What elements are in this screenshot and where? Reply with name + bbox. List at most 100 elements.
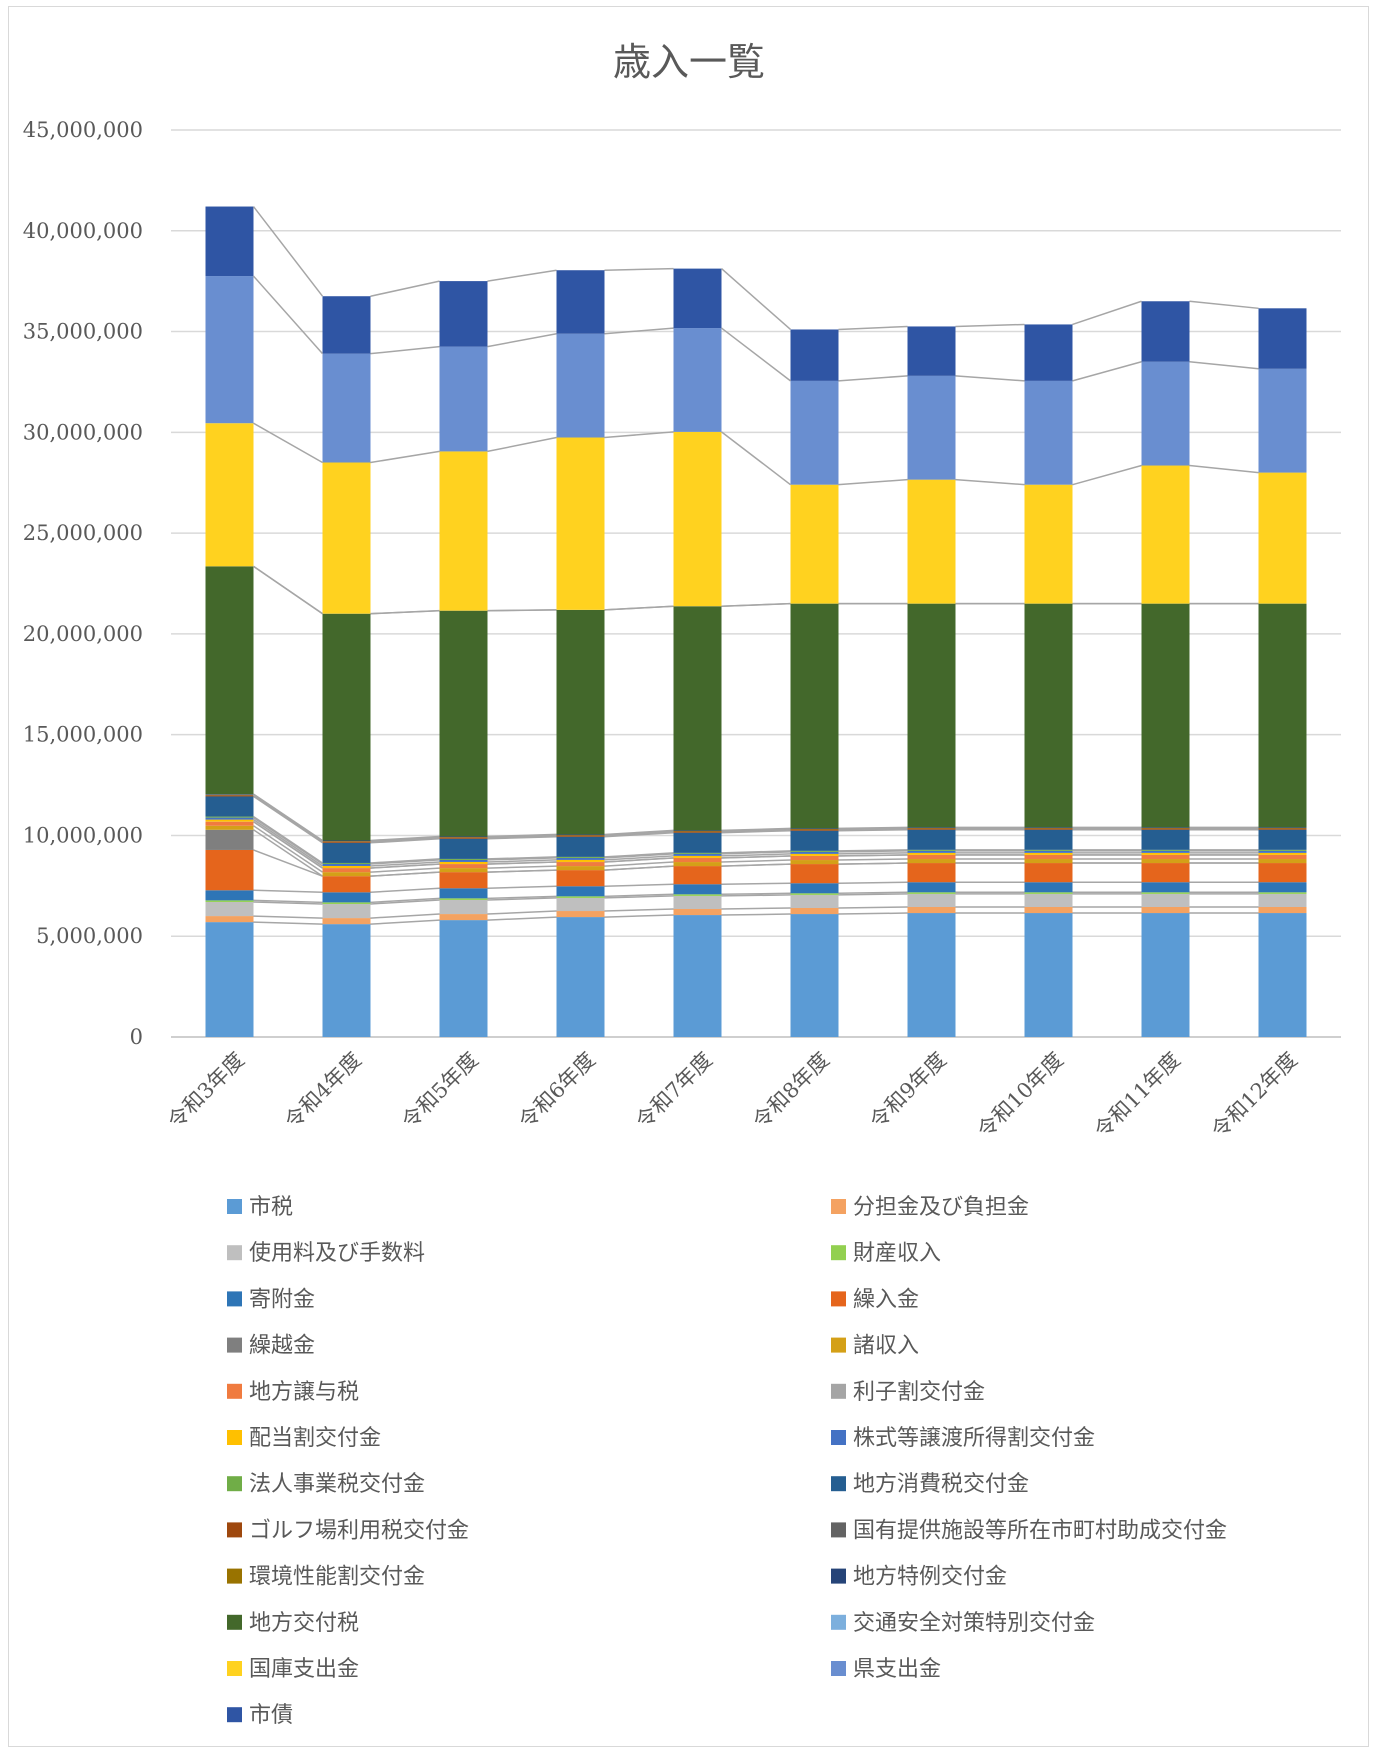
bar-segment bbox=[322, 903, 371, 919]
series-line bbox=[370, 887, 440, 894]
series-line bbox=[370, 861, 440, 867]
series-4 bbox=[205, 892, 1307, 904]
bar-segment bbox=[790, 864, 839, 884]
bar-segment bbox=[205, 825, 254, 830]
series-line bbox=[253, 901, 323, 905]
legend-label: 交通安全対策特別交付金 bbox=[853, 1611, 1095, 1636]
bar-segment bbox=[790, 894, 839, 909]
series-line bbox=[487, 910, 557, 915]
series-1 bbox=[205, 913, 1307, 1037]
series-line bbox=[253, 829, 323, 877]
bar-segment bbox=[322, 868, 371, 873]
x-axis-tick-labels: 令和3年度 令和4年度 令和5年度 令和6年度 令和7年度 令和8年度 令和9年度 令和10年… bbox=[163, 1048, 1302, 1143]
series-line bbox=[721, 892, 791, 896]
series-line bbox=[604, 865, 674, 871]
series-line bbox=[838, 893, 908, 896]
bar-segment bbox=[322, 462, 371, 614]
bar-segment bbox=[556, 270, 605, 334]
series-line bbox=[370, 838, 440, 844]
bar-segment bbox=[1024, 827, 1073, 828]
legend-swatch bbox=[831, 1291, 846, 1307]
bar-segment bbox=[205, 916, 254, 923]
bar-segment bbox=[205, 795, 254, 797]
bar-segment bbox=[556, 856, 605, 858]
bar-segment bbox=[673, 328, 722, 432]
bar-segment bbox=[205, 922, 254, 1037]
series-13 bbox=[205, 816, 1307, 864]
bar-segment bbox=[1258, 472, 1307, 604]
legend-swatch bbox=[831, 1430, 846, 1445]
series-23 bbox=[205, 206, 1307, 381]
bar-segment bbox=[322, 924, 371, 1037]
bar-segment bbox=[673, 866, 722, 885]
series-line bbox=[487, 885, 557, 890]
x-tick-label: 令和11年度 bbox=[1090, 1048, 1185, 1143]
legend-label: 地方消費税交付金 bbox=[853, 1472, 1029, 1497]
y-tick-label: 30,000,000 bbox=[23, 420, 143, 444]
series-line bbox=[487, 332, 557, 348]
bar-segment bbox=[1024, 863, 1073, 883]
bar-segment bbox=[907, 906, 956, 914]
legend-label: 繰入金 bbox=[853, 1287, 919, 1312]
bar-segment bbox=[907, 892, 956, 894]
series-line bbox=[604, 327, 674, 335]
series-line bbox=[838, 881, 908, 884]
bar-segment bbox=[205, 817, 254, 820]
bar-segment bbox=[907, 852, 956, 855]
legend-swatch bbox=[831, 1383, 846, 1399]
bar-segment bbox=[673, 853, 722, 856]
series-line bbox=[721, 851, 791, 855]
bar-segment bbox=[673, 832, 722, 853]
bar-segment bbox=[556, 834, 605, 836]
series-line bbox=[253, 889, 323, 894]
bar-segment bbox=[439, 872, 488, 889]
bar-segment bbox=[907, 850, 956, 853]
legend-item: 市税 bbox=[227, 1195, 293, 1220]
bar-segment bbox=[439, 898, 488, 900]
bar-segment bbox=[556, 859, 605, 862]
bar-segment bbox=[673, 884, 722, 895]
bar-segment bbox=[790, 860, 839, 865]
bar-segment bbox=[556, 917, 605, 1037]
bar-segment bbox=[1024, 913, 1073, 1037]
bar-segment bbox=[1141, 906, 1190, 914]
x-tick-label: 令和6年度 bbox=[514, 1048, 600, 1134]
legend-swatch bbox=[831, 1522, 846, 1538]
bar-segment bbox=[673, 606, 722, 831]
bar-segment bbox=[556, 897, 605, 912]
series-line bbox=[721, 431, 791, 486]
bar-segment bbox=[322, 840, 371, 842]
series-5 bbox=[205, 882, 1307, 903]
bar-segment bbox=[907, 893, 956, 907]
series-line bbox=[721, 853, 791, 857]
series-line bbox=[253, 818, 323, 867]
legend-swatch bbox=[227, 1291, 242, 1307]
bar-segment bbox=[790, 830, 839, 851]
bar-segment bbox=[1258, 849, 1307, 851]
series-line bbox=[370, 897, 440, 904]
series-line bbox=[487, 897, 557, 901]
series-line bbox=[370, 835, 440, 842]
series-line bbox=[253, 795, 323, 844]
series-line bbox=[838, 912, 908, 915]
bar-segment bbox=[205, 794, 254, 795]
bar-segment bbox=[556, 870, 605, 887]
series-line bbox=[370, 871, 440, 877]
bar-segment bbox=[439, 838, 488, 859]
bar-segment bbox=[1024, 484, 1073, 604]
series-line bbox=[253, 815, 323, 864]
bar-segment bbox=[556, 886, 605, 897]
bar-segment bbox=[907, 479, 956, 604]
x-tick-label: 令和4年度 bbox=[280, 1048, 366, 1134]
bar-segment bbox=[1141, 828, 1190, 830]
bar-segment bbox=[1024, 854, 1073, 860]
legend-label: 配当割交付金 bbox=[249, 1426, 381, 1451]
x-tick-label: 令和7年度 bbox=[631, 1048, 717, 1134]
bar-segment bbox=[790, 908, 839, 915]
y-tick-label: 25,000,000 bbox=[23, 521, 143, 545]
series-line bbox=[604, 883, 674, 887]
series-line bbox=[721, 907, 791, 910]
series-line bbox=[838, 325, 908, 331]
bar-segment bbox=[439, 836, 488, 838]
chart-title: 歳入一覧 bbox=[613, 40, 765, 84]
